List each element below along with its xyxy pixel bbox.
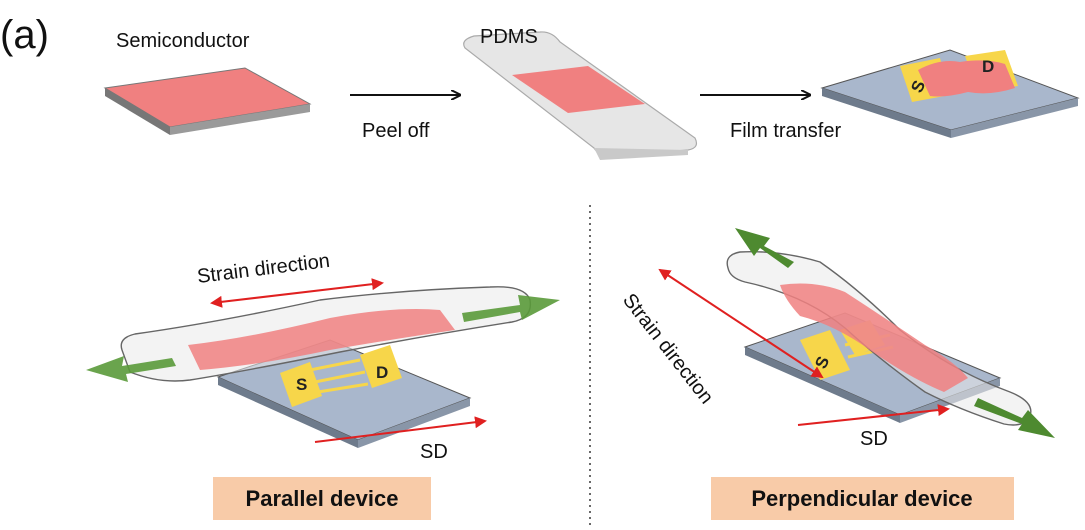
sd-arrow [797, 404, 950, 426]
block-arrow-icon [974, 398, 1055, 438]
perpendicular-device [726, 251, 1032, 426]
perpendicular-sd-label: SD [860, 428, 888, 450]
parallel-caption-box [213, 477, 431, 520]
semiconductor-label: Semiconductor [116, 30, 250, 52]
parallel-device [120, 286, 532, 448]
block-arrow-icon [86, 356, 176, 382]
parallel-strain-label: Strain direction [196, 250, 331, 288]
panel-label: (a) [0, 13, 49, 57]
parallel-drain-pad: D [376, 363, 388, 382]
transferred-device [820, 49, 1080, 138]
perpendicular-strain-label: Strain direction [618, 290, 717, 409]
block-arrow-icon [462, 295, 560, 322]
parallel-caption: Parallel device [246, 486, 399, 511]
pdms-stamp [463, 31, 698, 160]
block-arrow-icon [735, 228, 794, 268]
parallel-sd-label: SD [420, 441, 448, 463]
film-transfer-label: Film transfer [730, 120, 841, 142]
double-arrow-icon [210, 278, 384, 308]
peel-off-label: Peel off [362, 120, 430, 142]
perpendicular-caption: Perpendicular device [751, 486, 972, 511]
double-arrow-icon [658, 268, 824, 379]
drain-pad-top: D [982, 57, 994, 76]
parallel-source-pad: S [296, 375, 307, 394]
sd-arrow [314, 416, 487, 443]
perpendicular-caption-box [711, 477, 1014, 520]
pdms-label: PDMS [480, 26, 538, 48]
semiconductor-wafer [103, 67, 312, 135]
